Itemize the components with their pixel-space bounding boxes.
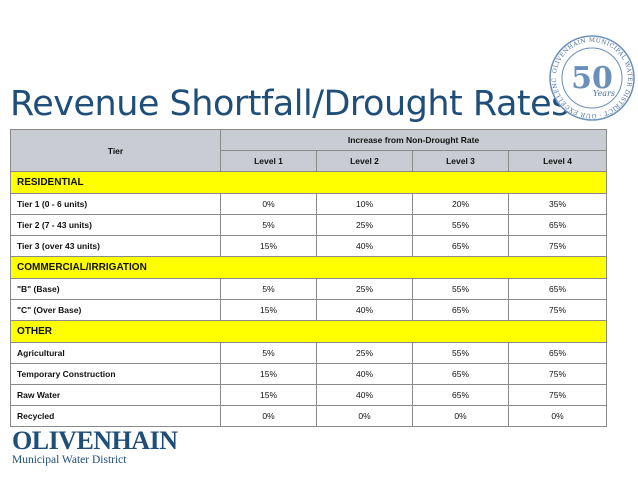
level-header: Level 2	[316, 150, 413, 172]
drought-rates-table: Tier Increase from Non-Drought Rate Level …	[9, 129, 608, 427]
rate-cell: 25%	[316, 342, 413, 364]
increase-header: Increase from Non-Drought Rate	[219, 129, 608, 151]
table-row: Agricultural 5% 25% 55% 65%	[10, 342, 608, 364]
level-header: Level 1	[220, 150, 317, 172]
section-row: OTHER	[9, 320, 608, 343]
section-name: COMMERCIAL/IRRIGATION	[17, 262, 147, 273]
rate-cell: 0%	[220, 405, 317, 427]
row-label: "B" (Base)	[10, 278, 221, 300]
rate-cell: 0%	[507, 405, 608, 427]
rate-cell: 0%	[412, 405, 509, 427]
anniversary-seal-icon: OLIVENHAIN MUNICIPAL WATER DISTRICT · OU…	[548, 34, 635, 121]
level-header: Level 3	[412, 150, 509, 172]
rate-cell: 10%	[316, 193, 413, 215]
rate-cell: 65%	[412, 363, 509, 385]
row-label: Tier 3 (over 43 units)	[10, 235, 221, 257]
seal-years: Years	[593, 89, 615, 98]
rate-cell: 15%	[220, 299, 317, 321]
tier-header: Tier	[10, 129, 221, 172]
rate-cell: 35%	[507, 193, 608, 215]
rate-cell: 55%	[412, 278, 509, 300]
table-row: Raw Water 15% 40% 65% 75%	[10, 384, 608, 406]
row-label: Tier 2 (7 - 43 units)	[10, 214, 221, 236]
section-name: OTHER	[17, 326, 52, 337]
rate-cell: 75%	[507, 299, 608, 321]
level-header: Level 4	[507, 150, 608, 172]
rate-cell: 40%	[316, 363, 413, 385]
logo-subtitle: Municipal Water District	[12, 454, 127, 466]
rate-cell: 0%	[316, 405, 413, 427]
row-label: Raw Water	[10, 384, 221, 406]
rate-cell: 65%	[412, 235, 509, 257]
table-row: "C" (Over Base) 15% 40% 65% 75%	[10, 299, 608, 321]
rate-cell: 25%	[316, 214, 413, 236]
rate-cell: 75%	[507, 384, 608, 406]
rate-cell: 5%	[220, 278, 317, 300]
rate-cell: 65%	[412, 384, 509, 406]
section-row: COMMERCIAL/IRRIGATION	[9, 256, 608, 279]
row-label: Recycled	[10, 405, 221, 427]
logo-name: OLIVENHAIN	[12, 426, 178, 455]
table-row: Recycled 0% 0% 0% 0%	[10, 405, 608, 427]
rate-cell: 65%	[412, 299, 509, 321]
section-label: COMMERCIAL/IRRIGATION	[9, 256, 608, 279]
rate-cell: 55%	[412, 342, 509, 364]
district-logo: OLIVENHAIN Municipal Water District	[12, 426, 178, 467]
rate-cell: 55%	[412, 214, 509, 236]
table-row: Tier 3 (over 43 units) 15% 40% 65% 75%	[10, 235, 608, 257]
rate-cell: 15%	[220, 363, 317, 385]
table-row: Tier 1 (0 - 6 units) 0% 10% 20% 35%	[10, 193, 608, 215]
row-label: Temporary Construction	[10, 363, 221, 385]
section-row: RESIDENTIAL	[9, 171, 608, 194]
row-label: "C" (Over Base)	[10, 299, 221, 321]
rate-cell: 40%	[316, 235, 413, 257]
row-label: Agricultural	[10, 342, 221, 364]
rate-cell: 65%	[507, 278, 608, 300]
row-label: Tier 1 (0 - 6 units)	[10, 193, 221, 215]
section-name: RESIDENTIAL	[17, 177, 84, 188]
section-label: RESIDENTIAL	[9, 171, 608, 194]
rate-cell: 75%	[507, 235, 608, 257]
header-row: Tier Increase from Non-Drought Rate	[10, 129, 608, 172]
seal-number: 50	[571, 61, 613, 96]
table-row: "B" (Base) 5% 25% 55% 65%	[10, 278, 608, 300]
rate-cell: 75%	[507, 363, 608, 385]
rate-cell: 25%	[316, 278, 413, 300]
section-label: OTHER	[9, 320, 608, 343]
rate-cell: 65%	[507, 342, 608, 364]
rate-cell: 5%	[220, 214, 317, 236]
rate-cell: 15%	[220, 235, 317, 257]
rate-cell: 40%	[316, 299, 413, 321]
rate-cell: 20%	[412, 193, 509, 215]
slide-title: Revenue Shortfall/Drought Rates	[10, 84, 569, 124]
rate-cell: 5%	[220, 342, 317, 364]
table-row: Temporary Construction 15% 40% 65% 75%	[10, 363, 608, 385]
rate-cell: 15%	[220, 384, 317, 406]
table-row: Tier 2 (7 - 43 units) 5% 25% 55% 65%	[10, 214, 608, 236]
rate-cell: 0%	[220, 193, 317, 215]
rate-cell: 40%	[316, 384, 413, 406]
rate-cell: 65%	[507, 214, 608, 236]
